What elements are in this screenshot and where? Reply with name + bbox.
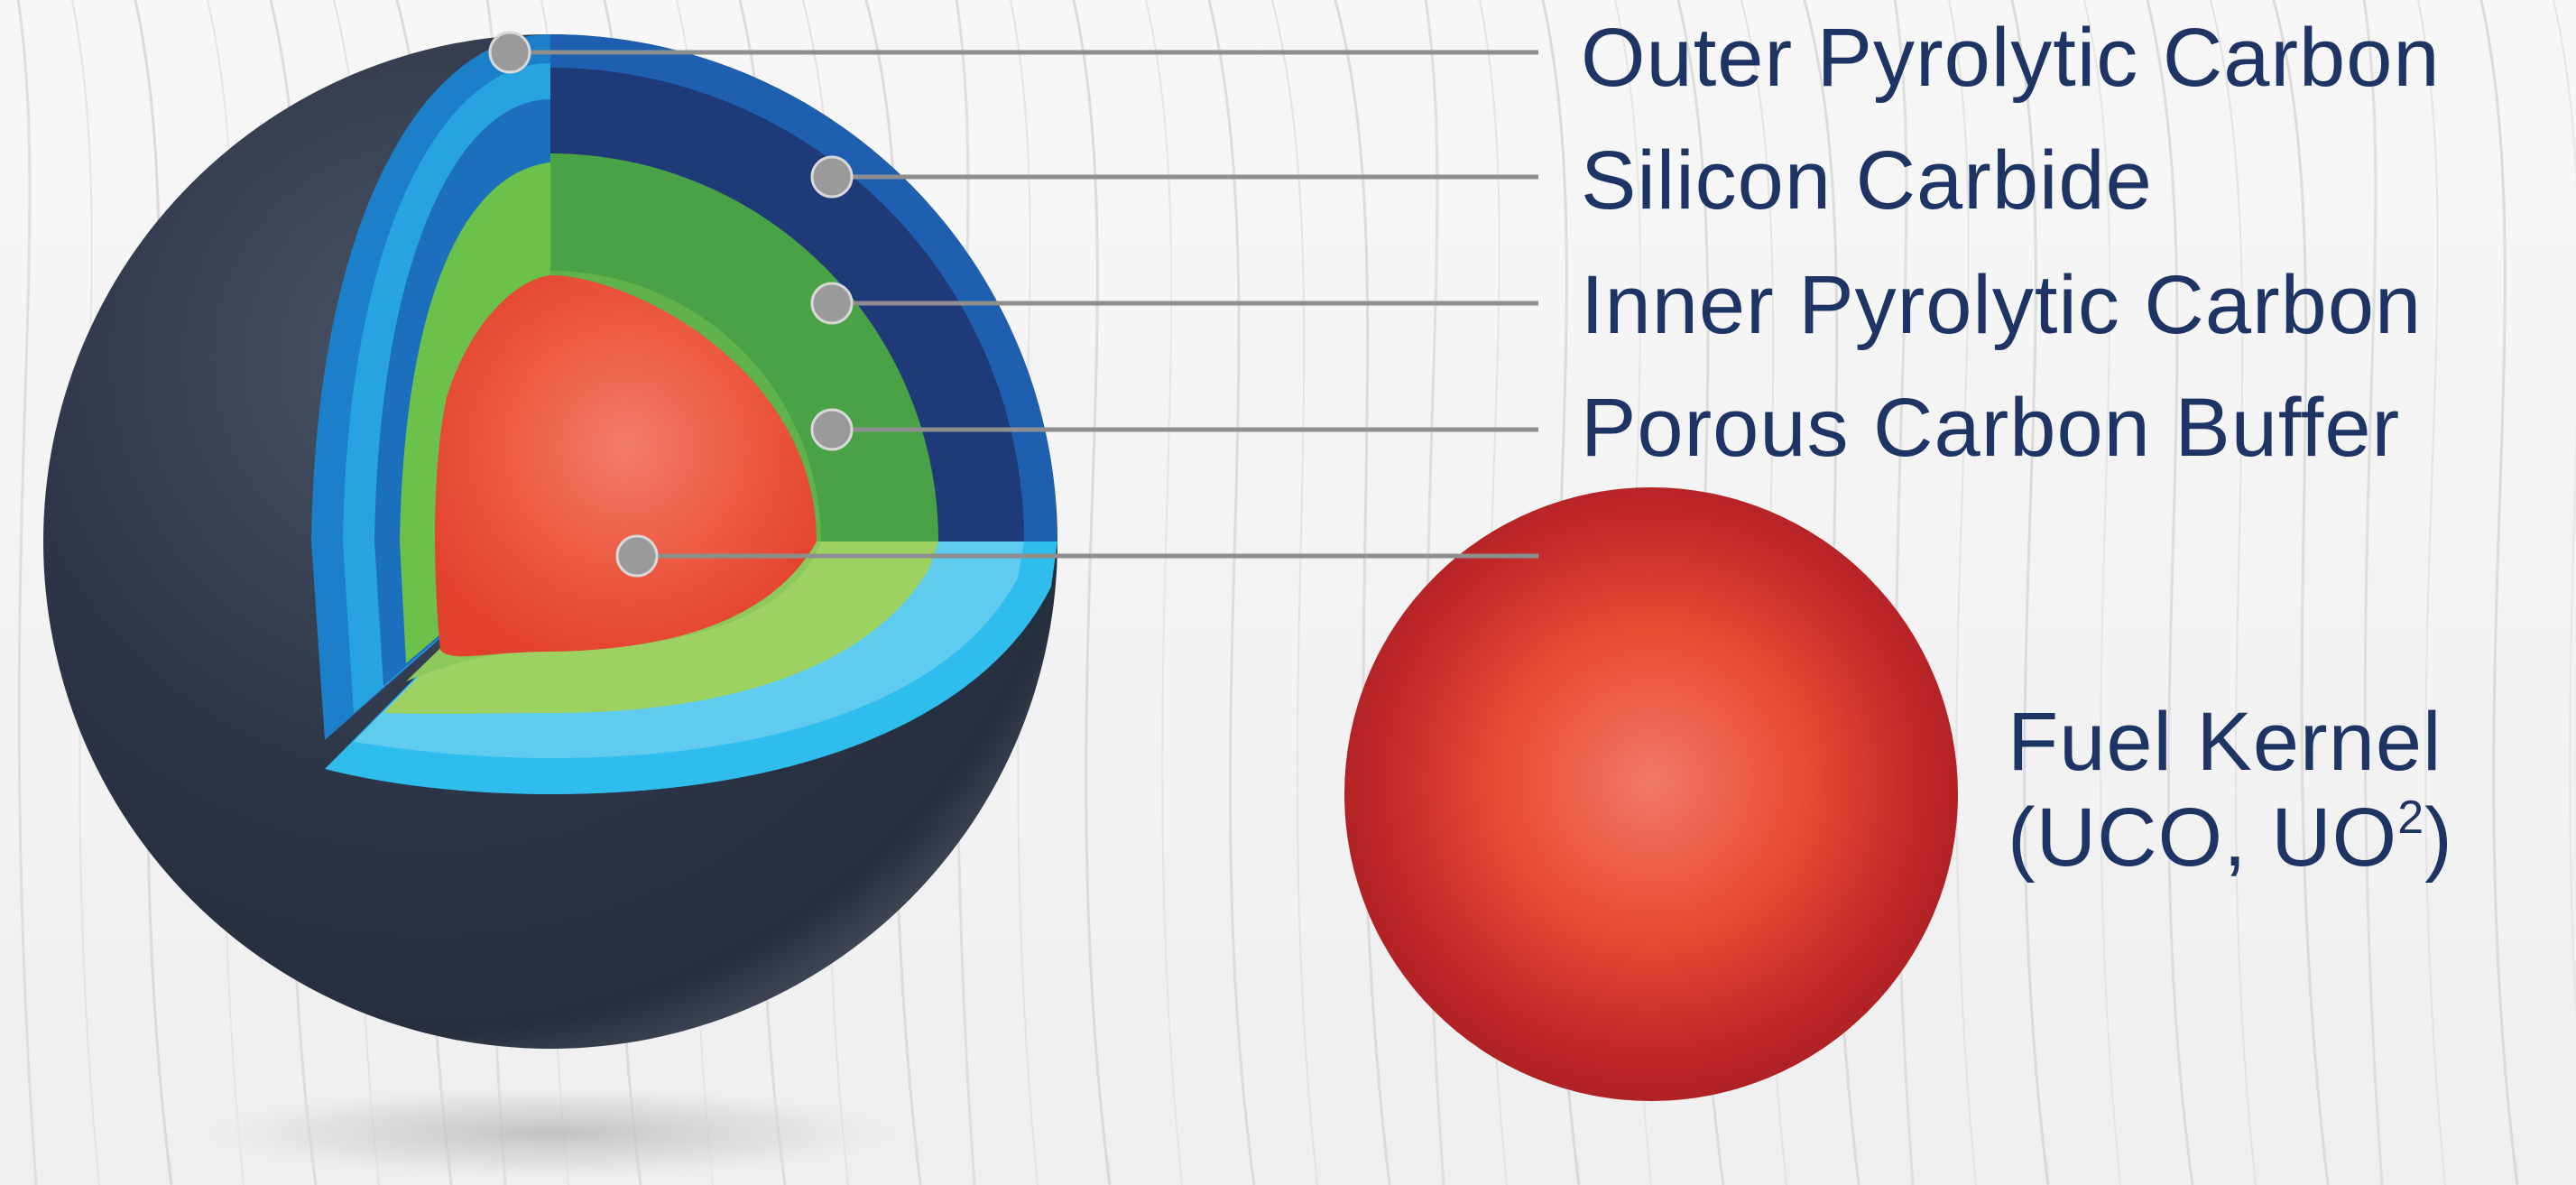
fuel-kernel-formula-prefix: (UCO, UO bbox=[2008, 791, 2398, 884]
fuel-kernel-sphere bbox=[1344, 487, 1958, 1101]
leader-dot-fuel-kernel bbox=[615, 534, 659, 578]
leader-lines bbox=[510, 50, 1538, 559]
label-porous-carbon-buffer: Porous Carbon Buffer bbox=[1581, 382, 2401, 474]
fuel-kernel-core bbox=[435, 275, 817, 657]
label-silicon-carbide: Silicon Carbide bbox=[1581, 134, 2153, 227]
triso-particle bbox=[43, 34, 1057, 1049]
label-outer-pyrolytic-carbon: Outer Pyrolytic Carbon bbox=[1581, 12, 2441, 104]
particle-shadow bbox=[162, 1080, 938, 1185]
label-fuel-kernel: Fuel Kernel (UCO, UO2) bbox=[2008, 695, 2453, 886]
leader-dot-porous-carbon-buffer bbox=[810, 408, 854, 451]
label-inner-pyrolytic-carbon: Inner Pyrolytic Carbon bbox=[1581, 259, 2423, 351]
fuel-kernel-formula-suffix: ) bbox=[2424, 791, 2453, 884]
fuel-kernel-title: Fuel Kernel bbox=[2008, 696, 2442, 788]
fuel-kernel-formula: (UCO, UO2) bbox=[2008, 791, 2453, 886]
leader-dot-outer-pyrolytic-carbon bbox=[488, 31, 531, 74]
leader-dots bbox=[488, 31, 854, 578]
leader-dot-inner-pyrolytic-carbon bbox=[810, 282, 854, 325]
fuel-kernel-formula-superscript: 2 bbox=[2397, 791, 2425, 844]
leader-dot-silicon-carbide bbox=[810, 155, 854, 199]
